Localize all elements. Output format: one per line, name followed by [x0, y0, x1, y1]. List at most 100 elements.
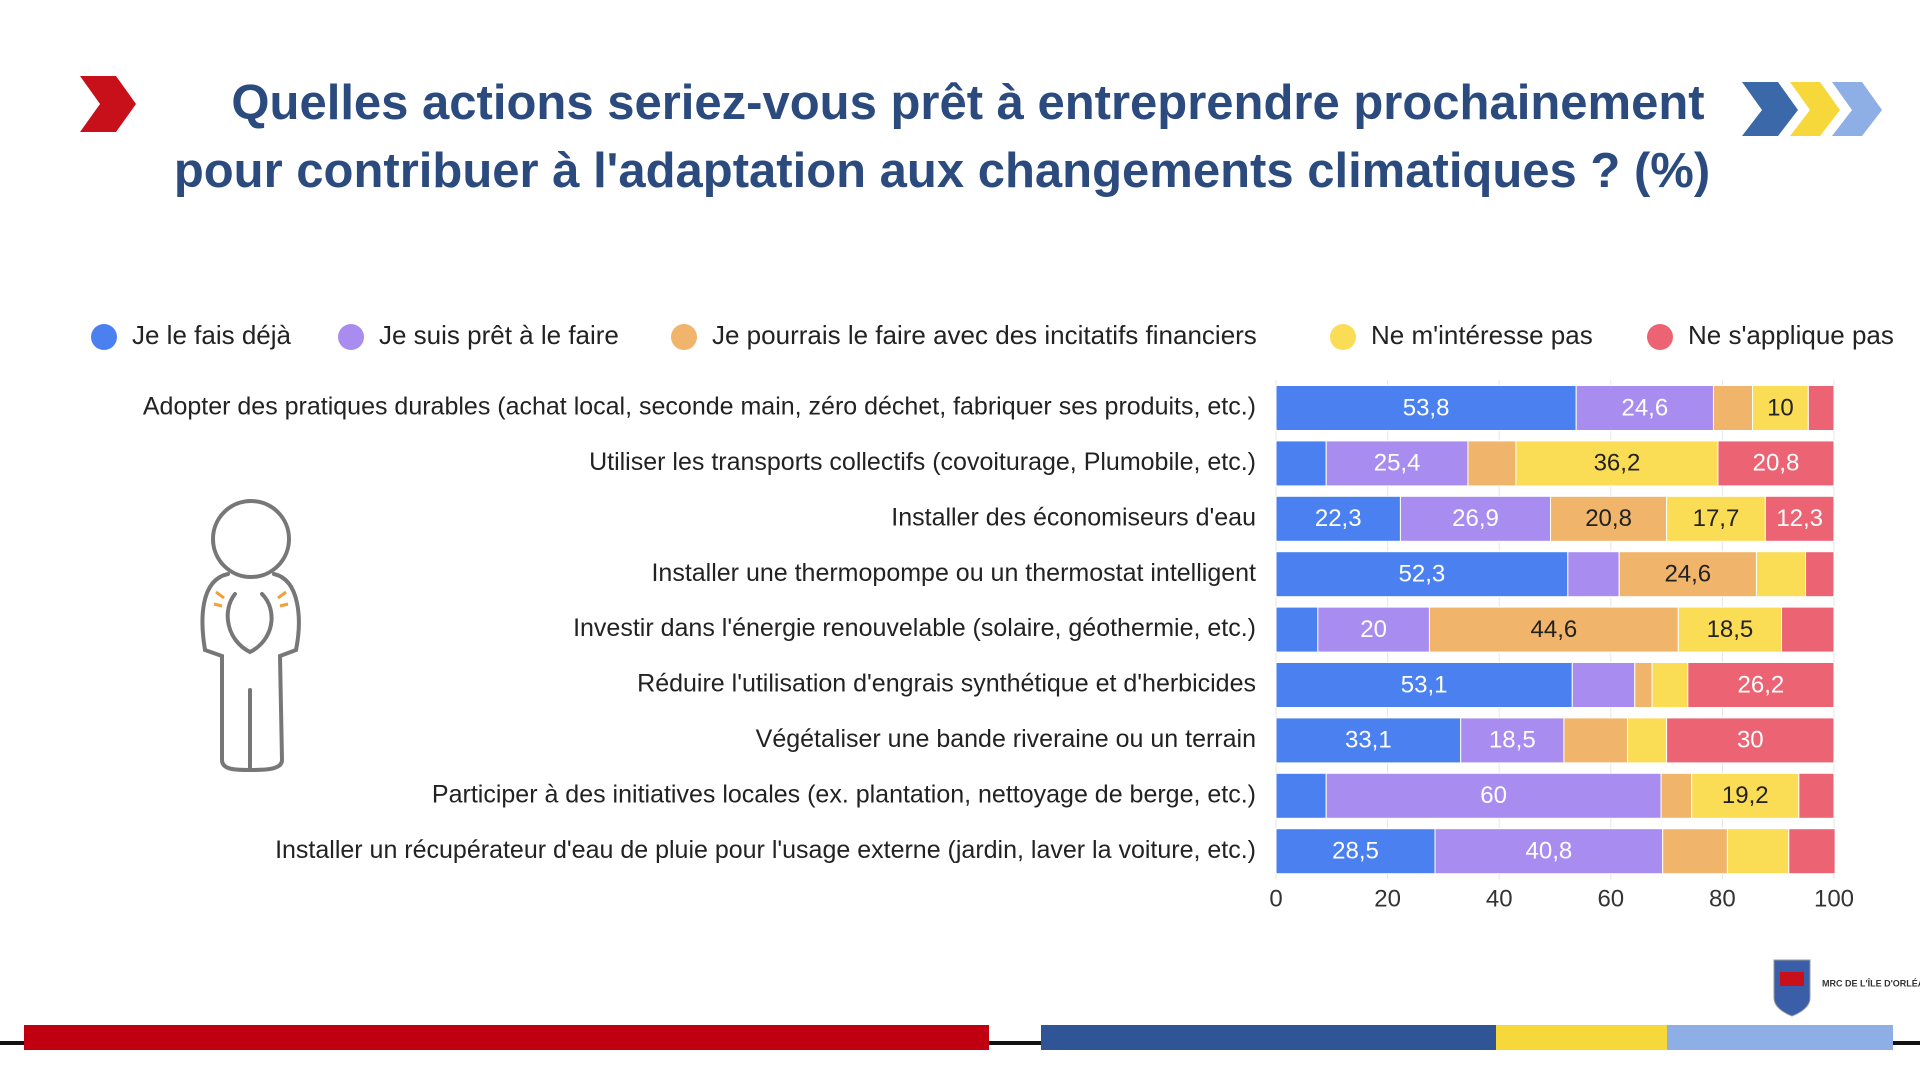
bar-segment [1798, 772, 1835, 819]
data-label: 12,3 [1776, 505, 1823, 532]
category-label: Utiliser les transports collectifs (covo… [589, 448, 1256, 476]
category-label: Installer des économiseurs d'eau [891, 503, 1256, 531]
logo-text: MRC DE L'ÎLE D'ORLÉANS [1822, 977, 1920, 988]
bar-segment [1275, 828, 1436, 875]
bar-segment [1666, 717, 1835, 764]
sparkles [213, 590, 289, 608]
data-label: 52,3 [1399, 561, 1446, 588]
red-chevron [80, 76, 136, 132]
data-label: 19,2 [1722, 782, 1769, 809]
legend-label: Je pourrais le faire avec des incitatifs… [712, 320, 1257, 350]
category-label: Végétaliser une bande riveraine ou un te… [756, 725, 1256, 753]
bar-segment [1571, 662, 1636, 708]
bar-segment [1627, 717, 1668, 764]
bar-segment [1567, 551, 1620, 598]
legend-marker [1647, 324, 1673, 350]
bar-segment [1717, 440, 1835, 487]
data-label: 36,2 [1594, 450, 1641, 477]
bar-segment [1515, 440, 1719, 487]
category-label: Adopter des pratiques durables (achat lo… [143, 393, 1256, 421]
data-label: 17,7 [1693, 505, 1740, 532]
data-label: 53,1 [1401, 671, 1448, 698]
category-label: Installer un récupérateur d'eau de pluie… [275, 836, 1256, 864]
bar-segment [1275, 551, 1569, 598]
data-label: 30 [1737, 727, 1764, 754]
bar-segment [1563, 717, 1629, 764]
bar-segment [1618, 551, 1757, 598]
data-label: 20 [1360, 616, 1387, 643]
data-label: 26,9 [1452, 505, 1499, 532]
person-illustration [200, 499, 301, 772]
legend-label: Je suis prêt à le faire [379, 320, 619, 350]
legend-marker [338, 324, 364, 350]
bar-segment [1317, 606, 1430, 653]
bar-segment [1691, 772, 1800, 819]
bar-segment [1781, 606, 1835, 653]
bar-segment [1660, 772, 1693, 819]
x-tick-label: 80 [1709, 885, 1736, 912]
x-tick-label: 20 [1374, 885, 1401, 912]
legend-marker [91, 324, 117, 350]
chart-title: pour contribuer à l'adaptation aux chang… [174, 144, 1710, 198]
bar-segment [1325, 440, 1469, 487]
bar-segment [1325, 772, 1662, 819]
bar-segment [1428, 606, 1679, 653]
bar-segment [1275, 606, 1319, 653]
legend-label: Ne m'intéresse pas [1371, 320, 1593, 350]
bar-segment [1460, 717, 1565, 764]
x-tick-label: 40 [1486, 885, 1513, 912]
bar-segment [1399, 495, 1552, 542]
data-label: 60 [1480, 782, 1507, 809]
bar-segment [1662, 828, 1728, 875]
bar-segment [1550, 495, 1668, 542]
bar-segment [1434, 828, 1664, 875]
bar-segment [1788, 828, 1836, 875]
data-label: 22,3 [1315, 505, 1362, 532]
bar-segment [1275, 717, 1462, 764]
data-label: 53,8 [1403, 394, 1450, 421]
bar-segment [1687, 662, 1835, 708]
bar-segment [1275, 440, 1327, 487]
right-chevrons [1742, 82, 1882, 136]
bar-segment [1275, 495, 1401, 542]
category-label: Investir dans l'énergie renouvelable (so… [573, 614, 1256, 642]
chart-title: Quelles actions seriez-vous prêt à entre… [231, 76, 1704, 130]
category-label: Réduire l'utilisation d'engrais synthéti… [637, 670, 1256, 698]
bar-segment [1651, 662, 1689, 708]
data-label: 20,8 [1585, 505, 1632, 532]
bar-segment [1764, 495, 1835, 542]
data-label: 24,6 [1621, 394, 1668, 421]
bar-segment [1726, 828, 1790, 875]
bar-segment [1275, 662, 1573, 708]
category-label: Installer une thermopompe ou un thermost… [651, 559, 1256, 587]
x-tick-label: 100 [1814, 885, 1854, 912]
legend-label: Je le fais déjà [132, 320, 292, 350]
data-label: 33,1 [1345, 727, 1392, 754]
bar-segment [1677, 606, 1783, 653]
x-tick-label: 60 [1597, 885, 1624, 912]
bar-segment [1275, 772, 1327, 819]
bar-segment [1467, 440, 1517, 487]
data-label: 20,8 [1753, 450, 1800, 477]
bar-segment [1712, 385, 1754, 431]
bar-segment [1666, 495, 1766, 542]
bar-segment [1752, 385, 1809, 431]
legend-marker [671, 324, 697, 350]
data-label: 26,2 [1738, 671, 1785, 698]
data-label: 24,6 [1664, 561, 1711, 588]
bar-segment [1755, 551, 1807, 598]
x-tick-label: 0 [1269, 885, 1282, 912]
data-label: 25,4 [1374, 450, 1421, 477]
bar-segment [1807, 385, 1835, 431]
data-label: 10 [1767, 394, 1794, 421]
footer-bars [0, 1025, 1920, 1050]
data-label: 28,5 [1332, 838, 1379, 865]
data-label: 40,8 [1526, 838, 1573, 865]
bar-segment [1805, 551, 1835, 598]
data-label: 18,5 [1707, 616, 1754, 643]
bar-segment [1575, 385, 1714, 431]
legend-label: Ne s'applique pas [1688, 320, 1894, 350]
data-label: 44,6 [1531, 616, 1578, 643]
category-label: Participer à des initiatives locales (ex… [432, 780, 1256, 808]
